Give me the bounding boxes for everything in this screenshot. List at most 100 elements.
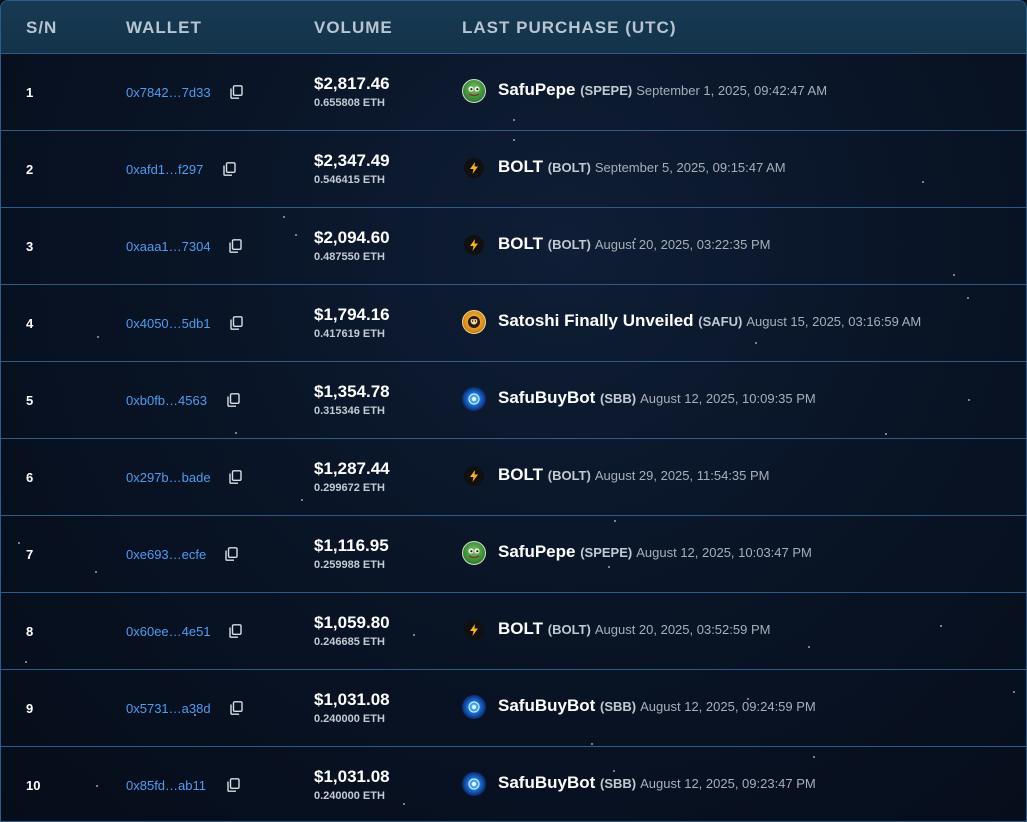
token-name: BOLT [498, 619, 544, 638]
volume-eth: 0.240000 ETH [314, 713, 385, 725]
wallet-address-link[interactable]: 0x7842…7d33 [126, 85, 211, 100]
copy-icon[interactable] [227, 393, 240, 407]
table-row: 1 0x7842…7d33 $2,817.46 0.655808 ETH Saf… [1, 54, 1026, 131]
row-sn: 1 [26, 85, 34, 100]
volume-usd: $1,059.80 [314, 613, 390, 632]
purchase-time: August 12, 2025, 10:03:47 PM [636, 545, 812, 560]
last-purchase-token: SafuPepe (SPEPE) August 12, 2025, 10:03:4… [498, 542, 812, 562]
row-sn: 4 [26, 316, 34, 331]
token-name: BOLT [498, 157, 544, 176]
table-header: S/N WALLET VOLUME LAST PURCHASE (UTC) [1, 1, 1026, 54]
volume-eth: 0.240000 ETH [314, 790, 385, 802]
wallet-address-link[interactable]: 0xaaa1…7304 [126, 239, 211, 254]
wallet-address-link[interactable]: 0x4050…5db1 [126, 316, 211, 331]
header-volume: VOLUME [314, 18, 393, 37]
volume-usd: $2,817.46 [314, 74, 390, 93]
token-symbol: (SBB) [600, 391, 637, 406]
volume-eth: 0.246685 ETH [314, 636, 385, 648]
purchase-time: August 12, 2025, 09:23:47 PM [640, 776, 816, 791]
volume-eth: 0.487550 ETH [314, 251, 385, 263]
copy-icon[interactable] [230, 701, 243, 715]
last-purchase-token: SafuPepe (SPEPE) September 1, 2025, 09:42… [498, 80, 827, 100]
table-row: 9 0x5731…a38d $1,031.08 0.240000 ETH Saf… [1, 670, 1026, 747]
last-purchase-token: Satoshi Finally Unveiled (SAFU) August 15… [498, 311, 921, 331]
pepe-frog-icon [462, 79, 486, 103]
purchase-time: September 1, 2025, 09:42:47 AM [636, 83, 828, 98]
table-row: 4 0x4050…5db1 $1,794.16 0.417619 ETH Sat… [1, 285, 1026, 362]
last-purchase-token: BOLT (BOLT) August 29, 2025, 11:54:35 PM [498, 465, 770, 485]
volume-usd: $1,031.08 [314, 690, 390, 709]
volume-usd: $1,116.95 [314, 536, 389, 555]
token-name: BOLT [498, 465, 544, 484]
table-row: 2 0xafd1…f297 $2,347.49 0.546415 ETH BOL… [1, 131, 1026, 208]
table-row: 6 0x297b…bade $1,287.44 0.299672 ETH BOL… [1, 439, 1026, 516]
copy-icon[interactable] [229, 239, 242, 253]
row-sn: 8 [26, 624, 34, 639]
copy-icon[interactable] [229, 624, 242, 638]
last-purchase-token: SafuBuyBot (SBB) August 12, 2025, 09:24:5… [498, 696, 816, 716]
token-name: SafuBuyBot [498, 773, 596, 792]
purchase-time: September 5, 2025, 09:15:47 AM [594, 160, 786, 175]
volume-eth: 0.546415 ETH [314, 174, 385, 186]
last-purchase-token: BOLT (BOLT) September 5, 2025, 09:15:47 A… [498, 157, 786, 177]
purchase-time: August 20, 2025, 03:22:35 PM [594, 237, 771, 252]
row-sn: 6 [26, 470, 34, 485]
wallet-address-link[interactable]: 0x5731…a38d [126, 701, 211, 716]
token-symbol: (BOLT) [547, 237, 591, 252]
token-name: SafuBuyBot [498, 388, 596, 407]
token-symbol: (BOLT) [547, 622, 591, 637]
wallet-address-link[interactable]: 0x297b…bade [126, 470, 211, 485]
purchase-time: August 15, 2025, 03:16:59 AM [746, 314, 922, 329]
volume-usd: $1,354.78 [314, 382, 390, 401]
wallet-address-link[interactable]: 0xe693…ecfe [126, 547, 207, 562]
lightning-bolt-icon [464, 466, 484, 486]
pepe-frog-icon [462, 541, 486, 565]
volume-eth: 0.417619 ETH [314, 328, 385, 340]
satoshi-coin-icon [462, 310, 486, 334]
table-row: 10 0x85fd…ab11 $1,031.08 0.240000 ETH Sa… [1, 747, 1026, 821]
wallet-address-link[interactable]: 0x85fd…ab11 [126, 778, 206, 793]
token-symbol: (SPEPE) [580, 545, 633, 560]
copy-icon[interactable] [230, 85, 243, 99]
row-sn: 5 [26, 393, 34, 408]
wallet-address-link[interactable]: 0x60ee…4e51 [126, 624, 211, 639]
volume-eth: 0.655808 ETH [314, 97, 385, 109]
purchase-time: August 12, 2025, 09:24:59 PM [640, 699, 816, 714]
token-name: SafuBuyBot [498, 696, 596, 715]
token-symbol: (BOLT) [547, 160, 591, 175]
copy-icon[interactable] [227, 778, 240, 792]
volume-usd: $1,794.16 [314, 305, 390, 324]
token-symbol: (SBB) [600, 699, 637, 714]
token-symbol: (BOLT) [547, 468, 591, 483]
wallet-address-link[interactable]: 0xb0fb…4563 [126, 393, 207, 408]
last-purchase-token: BOLT (BOLT) August 20, 2025, 03:22:35 PM [498, 234, 770, 254]
last-purchase-token: SafuBuyBot (SBB) August 12, 2025, 10:09:3… [498, 388, 816, 408]
blue-orb-icon [462, 772, 486, 796]
wallet-address-link[interactable]: 0xafd1…f297 [126, 162, 204, 177]
header-sn: S/N [26, 18, 58, 37]
last-purchase-token: SafuBuyBot (SBB) August 12, 2025, 09:23:4… [498, 773, 816, 793]
lightning-bolt-icon [464, 158, 484, 178]
table-row: 8 0x60ee…4e51 $1,059.80 0.246685 ETH BOL… [1, 593, 1026, 670]
last-purchase-token: BOLT (BOLT) August 20, 2025, 03:52:59 PM [498, 619, 770, 639]
token-name: SafuPepe [498, 542, 576, 561]
token-symbol: (SPEPE) [580, 83, 633, 98]
copy-icon[interactable] [225, 547, 238, 561]
volume-usd: $2,347.49 [314, 151, 390, 170]
token-symbol: (SAFU) [698, 314, 743, 329]
token-name: Satoshi Finally Unveiled [498, 311, 694, 330]
token-symbol: (SBB) [600, 776, 637, 791]
lightning-bolt-icon [464, 235, 484, 255]
volume-eth: 0.299672 ETH [314, 482, 385, 494]
copy-icon[interactable] [230, 316, 243, 330]
row-sn: 2 [26, 162, 34, 177]
copy-icon[interactable] [223, 162, 236, 176]
row-sn: 3 [26, 239, 34, 254]
table-row: 7 0xe693…ecfe $1,116.95 0.259988 ETH Saf… [1, 516, 1026, 593]
token-name: BOLT [498, 234, 544, 253]
volume-usd: $2,094.60 [314, 228, 390, 247]
copy-icon[interactable] [229, 470, 242, 484]
blue-orb-icon [462, 695, 486, 719]
purchase-time: August 29, 2025, 11:54:35 PM [594, 468, 770, 483]
